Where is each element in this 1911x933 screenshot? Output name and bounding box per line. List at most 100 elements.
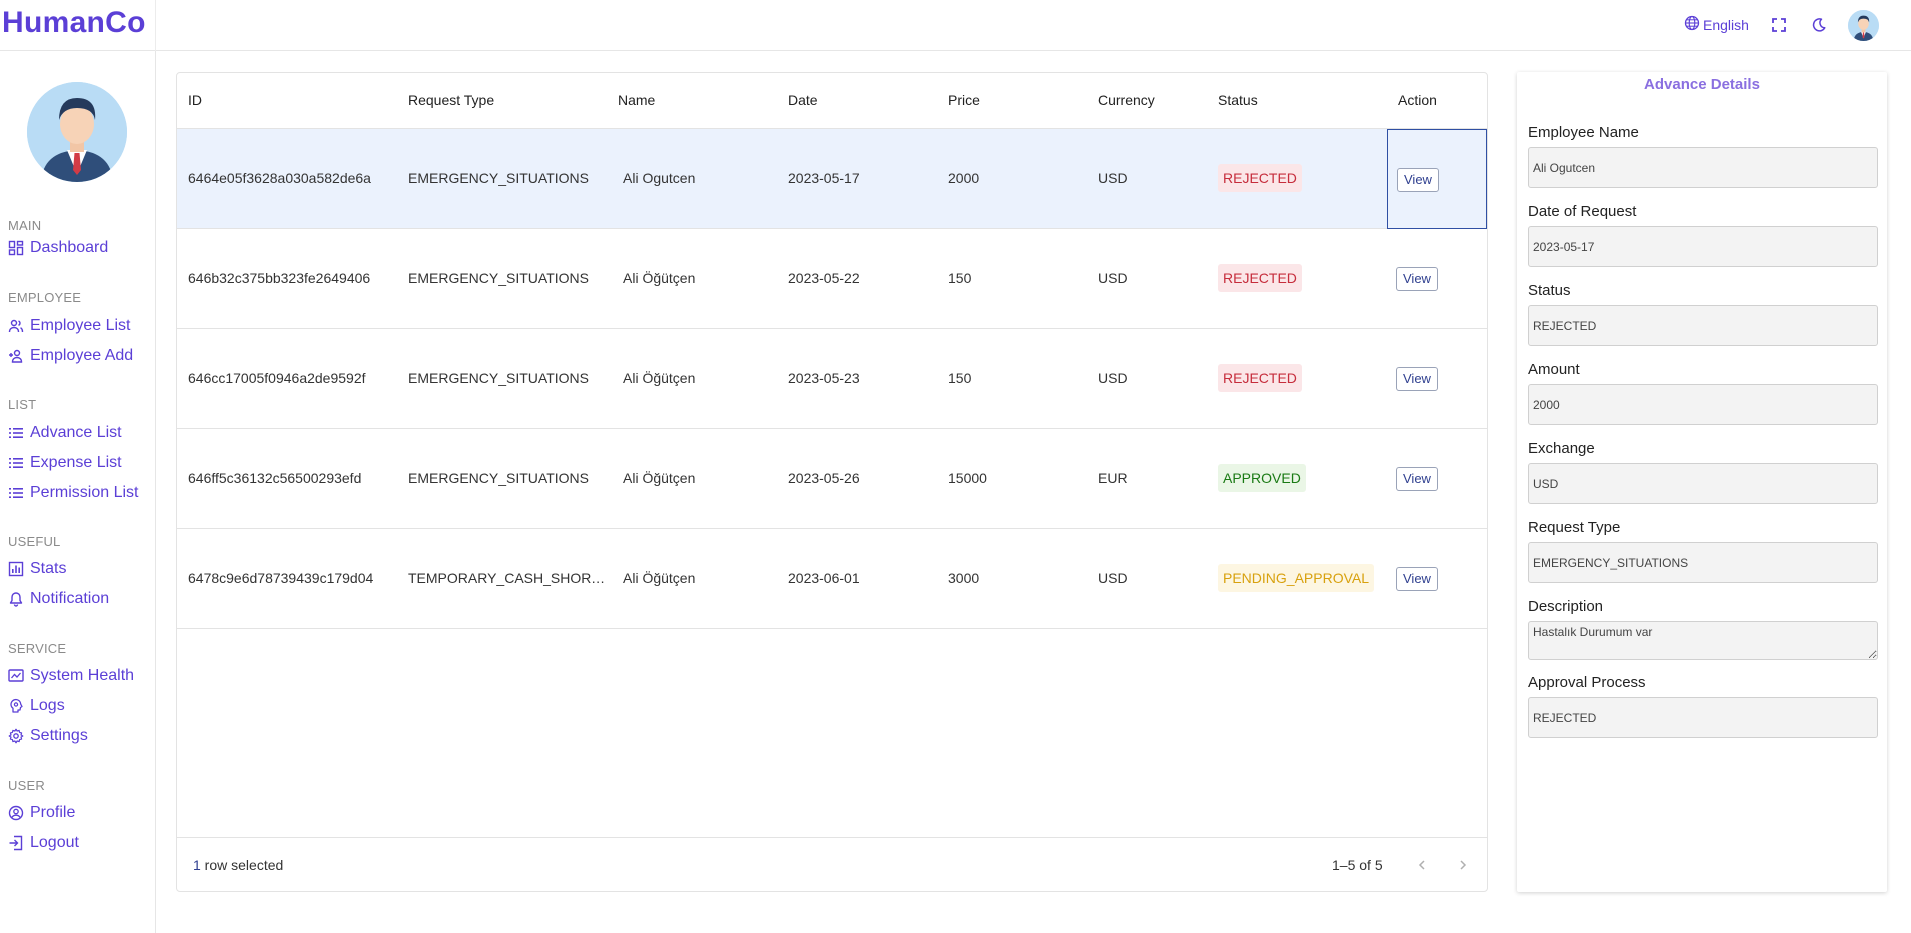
cell-request-type: TEMPORARY_CASH_SHORT… xyxy=(408,570,608,586)
sidebar-item-dashboard[interactable]: Dashboard xyxy=(8,239,108,257)
date-of-request-label: Date of Request xyxy=(1528,203,1637,220)
account-circle-icon xyxy=(8,805,24,821)
sidebar-item-label: Employee List xyxy=(30,317,131,334)
column-header-status[interactable]: Status xyxy=(1218,92,1258,108)
sidebar: MAIN Dashboard EMPLOYEE Employee List Em… xyxy=(0,51,156,933)
cell-id: 646b32c375bb323fe2649406 xyxy=(188,270,371,286)
sidebar-item-label: Stats xyxy=(30,560,67,577)
view-button[interactable]: View xyxy=(1396,267,1438,291)
sidebar-item-stats[interactable]: Stats xyxy=(8,560,66,578)
cell-price: 15000 xyxy=(948,470,987,486)
sidebar-item-logs[interactable]: Logs xyxy=(8,697,65,715)
cell-currency: USD xyxy=(1098,270,1128,286)
app-logo[interactable]: HumanCo xyxy=(2,6,146,39)
sidebar-item-logout[interactable]: Logout xyxy=(8,834,79,852)
cell-currency: EUR xyxy=(1098,470,1128,486)
sidebar-item-label: Logout xyxy=(30,834,79,851)
cell-currency: USD xyxy=(1098,570,1128,586)
cell-date: 2023-05-22 xyxy=(788,270,860,286)
action-cell: View xyxy=(1387,229,1487,329)
table-header: ID Request Type Name Date Price Currency… xyxy=(177,73,1487,129)
column-header-name[interactable]: Name xyxy=(618,92,656,108)
cell-id: 6478c9e6d78739439c179d04 xyxy=(188,570,374,586)
chart-icon xyxy=(8,561,24,577)
sidebar-item-label: Permission List xyxy=(30,484,139,501)
bell-icon xyxy=(9,592,23,607)
section-title-user: USER xyxy=(8,778,45,793)
status-field[interactable] xyxy=(1528,305,1878,346)
logout-icon xyxy=(9,835,23,851)
sidebar-item-profile[interactable]: Profile xyxy=(8,804,75,822)
fullscreen-icon[interactable] xyxy=(1768,14,1790,36)
list-icon xyxy=(9,428,23,438)
chevron-left-icon xyxy=(1418,860,1425,870)
cell-date: 2023-05-26 xyxy=(788,470,860,486)
dark-mode-icon[interactable] xyxy=(1808,14,1830,36)
language-selector[interactable]: English xyxy=(1684,15,1749,34)
sidebar-item-label: Advance List xyxy=(30,424,122,441)
employee-name-label: Employee Name xyxy=(1528,124,1639,141)
person-add-icon xyxy=(9,349,23,363)
column-header-price[interactable]: Price xyxy=(948,92,980,108)
pagination-range: 1–5 of 5 xyxy=(1332,857,1383,873)
cell-name: Ali Ogutcen xyxy=(623,170,696,186)
cell-id: 646cc17005f0946a2de9592f xyxy=(188,370,366,386)
sidebar-item-settings[interactable]: Settings xyxy=(8,727,88,745)
column-header-date[interactable]: Date xyxy=(788,92,818,108)
section-title-service: SERVICE xyxy=(8,641,67,656)
column-header-currency[interactable]: Currency xyxy=(1098,92,1155,108)
sidebar-item-employee-add[interactable]: Employee Add xyxy=(8,347,133,365)
section-title-employee: EMPLOYEE xyxy=(8,290,82,305)
sidebar-item-notification[interactable]: Notification xyxy=(8,590,109,608)
view-button[interactable]: View xyxy=(1396,467,1438,491)
sidebar-item-advance-list[interactable]: Advance List xyxy=(8,424,122,442)
request-type-label: Request Type xyxy=(1528,519,1621,536)
view-button[interactable]: View xyxy=(1396,567,1438,591)
sidebar-item-label: System Health xyxy=(30,667,135,684)
sidebar-item-system-health[interactable]: System Health xyxy=(8,667,134,685)
cell-request-type: EMERGENCY_SITUATIONS xyxy=(408,470,589,486)
description-field[interactable]: Hastalık Durumum var xyxy=(1528,621,1878,660)
column-header-action: Action xyxy=(1398,92,1437,108)
view-button[interactable]: View xyxy=(1397,168,1439,192)
status-label: Status xyxy=(1528,282,1571,299)
next-page-button[interactable] xyxy=(1451,853,1475,877)
table-row[interactable]: 646cc17005f0946a2de9592f EMERGENCY_SITUA… xyxy=(177,329,1487,429)
status-badge: REJECTED xyxy=(1218,164,1302,192)
table-row[interactable]: 646ff5c36132c56500293efd EMERGENCY_SITUA… xyxy=(177,429,1487,529)
status-badge: PENDING_APPROVAL xyxy=(1218,564,1375,592)
cell-price: 150 xyxy=(948,270,972,286)
cell-date: 2023-06-01 xyxy=(788,570,860,586)
table-row[interactable]: 646b32c375bb323fe2649406 EMERGENCY_SITUA… xyxy=(177,229,1487,329)
gear-icon xyxy=(8,728,24,744)
list-icon xyxy=(9,488,23,498)
sidebar-item-expense-list[interactable]: Expense List xyxy=(8,454,122,472)
approval-process-field[interactable] xyxy=(1528,697,1878,738)
sidebar-item-label: Expense List xyxy=(30,454,122,471)
details-title: Advance Details xyxy=(1644,76,1760,93)
exchange-field[interactable] xyxy=(1528,463,1878,504)
table-row[interactable]: 6464e05f3628a030a582de6a EMERGENCY_SITUA… xyxy=(177,129,1487,229)
people-icon xyxy=(8,319,24,333)
action-cell: View xyxy=(1387,329,1487,429)
request-type-field[interactable] xyxy=(1528,542,1878,583)
previous-page-button[interactable] xyxy=(1410,853,1434,877)
monitor-icon xyxy=(8,669,24,682)
exchange-label: Exchange xyxy=(1528,440,1595,457)
column-header-id[interactable]: ID xyxy=(188,92,202,108)
dashboard-icon xyxy=(8,240,24,256)
cell-request-type: EMERGENCY_SITUATIONS xyxy=(408,170,589,186)
column-header-request-type[interactable]: Request Type xyxy=(408,92,495,108)
cell-request-type: EMERGENCY_SITUATIONS xyxy=(408,270,589,286)
amount-field[interactable] xyxy=(1528,384,1878,425)
table-row[interactable]: 6478c9e6d78739439c179d04 TEMPORARY_CASH_… xyxy=(177,529,1487,629)
description-label: Description xyxy=(1528,598,1604,615)
cell-currency: USD xyxy=(1098,170,1128,186)
employee-name-field[interactable] xyxy=(1528,147,1878,188)
user-avatar[interactable] xyxy=(1848,10,1879,41)
sidebar-item-employee-list[interactable]: Employee List xyxy=(8,317,131,335)
view-button[interactable]: View xyxy=(1396,367,1438,391)
globe-icon xyxy=(1684,15,1700,34)
sidebar-item-permission-list[interactable]: Permission List xyxy=(8,484,138,502)
date-of-request-field[interactable] xyxy=(1528,226,1878,267)
